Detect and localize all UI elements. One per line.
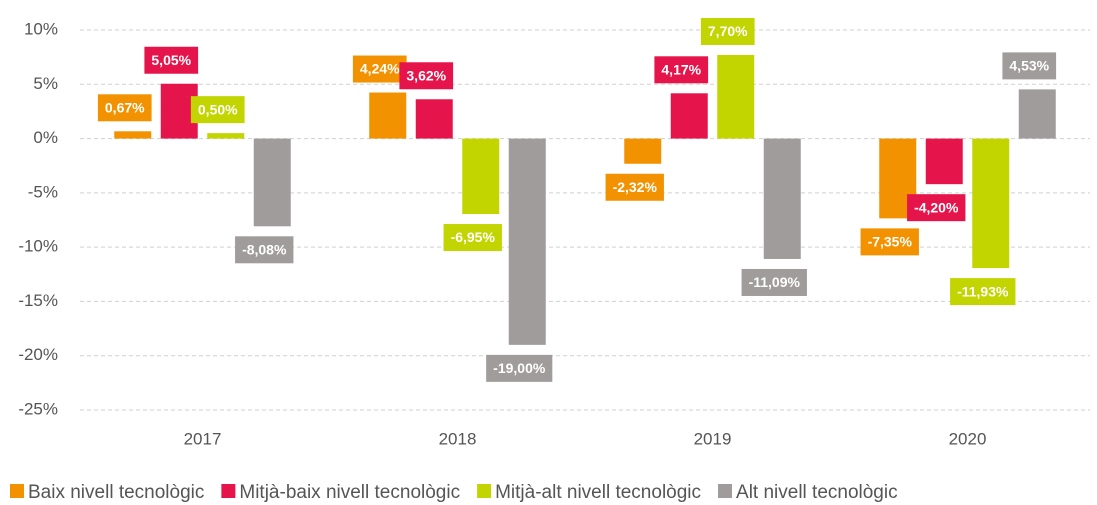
data-label-box: [443, 224, 502, 252]
data-label-text: -11,93%: [957, 283, 1009, 299]
legend-swatch: [718, 484, 733, 498]
y-tick-label: -25%: [18, 399, 58, 418]
data-label: -11,09%: [741, 268, 807, 296]
bar: [717, 54, 755, 139]
data-label-box: [741, 268, 807, 296]
data-label-text: 4,24%: [360, 61, 400, 77]
data-label: -2,32%: [605, 173, 664, 201]
data-label: 4,17%: [654, 56, 709, 84]
x-tick-label: 2017: [184, 429, 222, 448]
data-label-box: [235, 236, 294, 264]
data-label: 4,53%: [1002, 52, 1057, 80]
y-tick-label: -20%: [18, 345, 58, 364]
data-label-box: [144, 46, 199, 74]
y-tick-label: -10%: [18, 237, 58, 256]
data-label: -19,00%: [486, 354, 553, 382]
data-label-box: [907, 194, 966, 222]
data-label-text: 3,62%: [406, 67, 446, 83]
legend-swatch: [477, 484, 492, 498]
legend-swatch: [10, 484, 24, 498]
bar: [508, 138, 546, 345]
data-label-text: -7,35%: [868, 234, 913, 250]
bar: [114, 131, 152, 139]
x-tick-label: 2019: [694, 429, 732, 448]
legend-label: Mitjà-baix nivell tecnològic: [239, 482, 460, 503]
data-label-text: -11,09%: [749, 274, 801, 290]
data-label-text: -8,08%: [242, 242, 287, 258]
data-label-text: 0,50%: [198, 101, 238, 117]
data-label: -6,95%: [443, 224, 502, 252]
bar: [925, 138, 963, 185]
data-label-text: 4,53%: [1009, 58, 1049, 74]
data-label-text: 4,17%: [661, 62, 701, 78]
data-label-box: [1002, 52, 1057, 80]
bar: [972, 138, 1010, 269]
data-label: -11,93%: [950, 278, 1016, 306]
bar: [624, 138, 662, 164]
y-tick-label: -5%: [28, 182, 58, 201]
data-label-box: [352, 55, 407, 83]
bar: [1018, 89, 1056, 139]
legend-label: Mitjà-alt nivell tecnològic: [495, 482, 701, 503]
y-tick-label: 10%: [24, 19, 58, 38]
bar: [763, 138, 801, 259]
data-label: 3,62%: [399, 62, 454, 90]
data-label-box: [654, 56, 709, 84]
data-label-text: -2,32%: [613, 179, 658, 195]
bar: [670, 93, 708, 139]
data-label-text: -4,20%: [914, 199, 959, 215]
data-label-box: [97, 94, 152, 122]
y-tick-label: 5%: [33, 74, 58, 93]
data-label: 0,67%: [97, 94, 152, 122]
data-label: 7,70%: [700, 17, 755, 45]
data-label: 4,24%: [352, 55, 407, 83]
data-label: -8,08%: [235, 236, 294, 264]
data-label-box: [950, 278, 1016, 306]
y-tick-label: -15%: [18, 291, 58, 310]
data-label-text: 7,70%: [708, 23, 748, 39]
data-label-box: [399, 62, 454, 90]
legend-label: Alt nivell tecnològic: [736, 482, 898, 503]
data-label-text: 0,67%: [105, 100, 145, 116]
data-label: -4,20%: [907, 194, 966, 222]
y-tick-label: 0%: [33, 128, 58, 147]
data-label-box: [860, 228, 919, 256]
legend-swatch: [221, 484, 236, 498]
bar: [415, 99, 453, 139]
data-label-box: [700, 17, 755, 45]
bar: [369, 92, 407, 139]
bar: [462, 138, 500, 215]
data-label: -7,35%: [860, 228, 919, 256]
x-tick-label: 2020: [949, 429, 987, 448]
data-label-text: -6,95%: [451, 229, 496, 245]
bar: [207, 133, 245, 139]
legend-label: Baix nivell tecnològic: [28, 482, 204, 503]
data-label-box: [605, 173, 664, 201]
data-label-box: [486, 354, 553, 382]
bar: [253, 138, 291, 227]
data-label-box: [190, 96, 245, 124]
data-label: 0,50%: [190, 96, 245, 124]
x-tick-label: 2018: [439, 429, 477, 448]
data-label-text: 5,05%: [151, 52, 191, 68]
data-label: 5,05%: [144, 46, 199, 74]
data-label-text: -19,00%: [493, 360, 546, 376]
